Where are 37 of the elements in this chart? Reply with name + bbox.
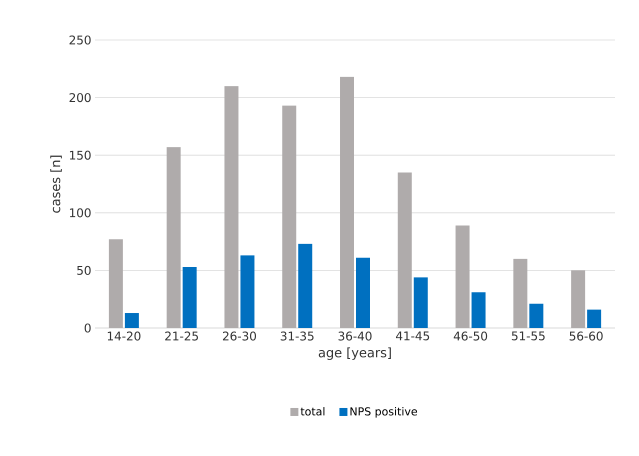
y-tick-label: 100: [70, 208, 91, 218]
bar: [472, 292, 486, 328]
legend-label: NPS positive: [350, 407, 418, 418]
bar: [298, 244, 312, 328]
x-tick-label: 51-55: [512, 332, 545, 340]
y-tick-label: 50: [77, 266, 91, 275]
x-tick-label: 56-60: [570, 332, 603, 341]
bar: [414, 277, 428, 328]
bar: [398, 172, 412, 328]
bar: [356, 258, 370, 328]
y-tick-label: 200: [70, 93, 91, 102]
y-tick-label: 250: [70, 35, 91, 45]
bar: [529, 304, 544, 328]
bar: [166, 147, 181, 328]
bar: [240, 255, 254, 328]
bar: [108, 239, 123, 328]
x-axis-title: age [years]: [318, 347, 391, 360]
bar: [124, 313, 139, 328]
bar: [513, 258, 528, 328]
bar: [282, 106, 296, 328]
x-tick-label: 14-20: [108, 332, 140, 341]
legend-label: total: [300, 407, 324, 416]
x-tick-label: 46-50: [454, 332, 488, 341]
bar: [587, 310, 602, 328]
x-tick-label: 41-45: [396, 332, 430, 340]
bar: [182, 266, 197, 328]
x-tick-label: 21-25: [165, 332, 198, 341]
x-tick-label: 36-40: [338, 332, 372, 341]
y-tick-label: 150: [70, 150, 91, 160]
bar: [340, 76, 354, 328]
y-axis-title: cases [n]: [50, 156, 62, 213]
bar: [456, 225, 470, 328]
y-tick-label: 0: [84, 323, 91, 333]
x-tick-label: 26-30: [222, 332, 256, 341]
bar: [571, 270, 586, 328]
bar: [224, 86, 238, 328]
x-tick-label: 31-35: [280, 332, 314, 341]
